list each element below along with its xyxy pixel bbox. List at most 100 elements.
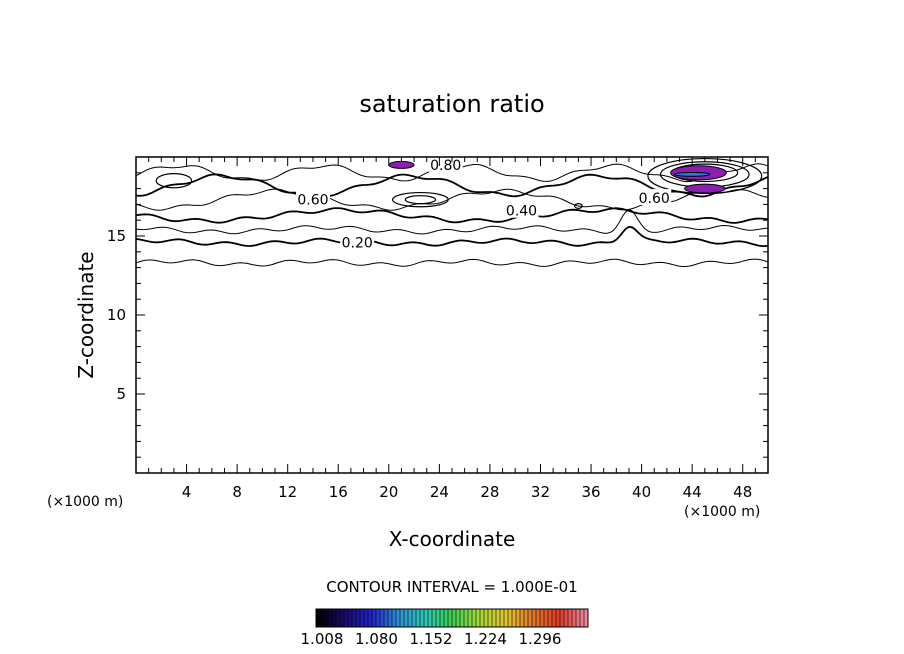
colorbar-strip [320, 609, 324, 627]
contour-line [135, 225, 769, 248]
colorbar-strip [444, 609, 448, 627]
colorbar-strip [576, 609, 580, 627]
x-tick-label: 24 [430, 483, 449, 501]
colorbar-strip [344, 609, 348, 627]
x-axis-ticks: 4 8 12 16 20 24 28 32 36 40 44 48 [148, 157, 756, 501]
colorbar-strip [340, 609, 344, 627]
colorbar-strip [456, 609, 460, 627]
shaded-regions [388, 160, 727, 194]
contour-label-bg [637, 189, 672, 206]
contour-labels: 0.20 0.40 0.60 0.60 0.80 [295, 155, 672, 251]
y-tick-label: 5 [116, 385, 126, 403]
colorbar-strip [356, 609, 360, 627]
colorbar-strip [524, 609, 528, 627]
y-axis-ticks: 5 10 15 [107, 172, 768, 458]
colorbar-strip [536, 609, 540, 627]
contour-label: 0.60 [639, 191, 670, 207]
colorbar-strip [504, 609, 508, 627]
colorbar-strip [412, 609, 416, 627]
colorbar-strip [408, 609, 412, 627]
colorbar-frame [315, 608, 589, 628]
colorbar-strip [532, 609, 536, 627]
colorbar-strip [400, 609, 404, 627]
colorbar-strip [484, 609, 488, 627]
colorbar-strip [564, 609, 568, 627]
x-tick-label: 8 [232, 483, 242, 501]
plot-frame [135, 156, 769, 474]
contour-line [135, 258, 769, 267]
x-tick-label: 40 [632, 483, 651, 501]
contour-label: 0.40 [506, 204, 537, 220]
colorbar [315, 608, 589, 628]
colorbar-strip [552, 609, 556, 627]
colorbar-strip [396, 609, 400, 627]
colorbar-strip [416, 609, 420, 627]
x-tick-label: 12 [278, 483, 297, 501]
colorbar-strip [464, 609, 468, 627]
colorbar-strip [372, 609, 376, 627]
colorbar-strip [324, 609, 328, 627]
contour-loop [574, 203, 583, 209]
colorbar-strip [448, 609, 452, 627]
y-tick-label: 15 [107, 227, 126, 245]
colorbar-strip [368, 609, 372, 627]
shaded-region [388, 160, 415, 169]
colorbar-strip [432, 609, 436, 627]
colorbar-strip [460, 609, 464, 627]
colorbar-label: 1.152 [410, 630, 453, 648]
colorbar-strip [488, 609, 492, 627]
colorbar-strip [480, 609, 484, 627]
colorbar-strip [440, 609, 444, 627]
colorbar-strip [472, 609, 476, 627]
colorbar-strip [392, 609, 396, 627]
colorbar-strip [404, 609, 408, 627]
colorbar-strip [568, 609, 572, 627]
contour-label: 0.20 [342, 235, 373, 251]
contour-label-bg [428, 155, 463, 172]
colorbar-strip [436, 609, 440, 627]
colorbar-strip [580, 609, 584, 627]
x-tick-label: 44 [683, 483, 702, 501]
colorbar-strip [336, 609, 340, 627]
colorbar-strip [364, 609, 368, 627]
contour-loop [391, 191, 449, 208]
colorbar-strip [332, 609, 336, 627]
x-tick-label: 16 [329, 483, 348, 501]
colorbar-strip [500, 609, 504, 627]
colorbar-strip [424, 609, 428, 627]
chart-title: saturation ratio [359, 90, 544, 118]
colorbar-strip [548, 609, 552, 627]
x-axis-unit-left: (×1000 m) [47, 494, 123, 510]
colorbar-strip [380, 609, 384, 627]
colorbar-strip [556, 609, 560, 627]
contour-label-bg [295, 190, 330, 207]
colorbar-label: 1.224 [464, 630, 507, 648]
colorbar-strip [352, 609, 356, 627]
colorbar-label: 1.296 [519, 630, 562, 648]
contour-label: 0.80 [430, 158, 461, 174]
x-tick-label: 28 [480, 483, 499, 501]
contour-label-bg [504, 201, 539, 218]
colorbar-strip [468, 609, 472, 627]
colorbar-strip [476, 609, 480, 627]
contour-interval-text: CONTOUR INTERVAL = 1.000E-01 [326, 578, 577, 596]
colorbar-strip [544, 609, 548, 627]
x-tick-label: 4 [182, 483, 192, 501]
contour-label-bg [340, 233, 375, 250]
colorbar-strip [492, 609, 496, 627]
colorbar-strip [360, 609, 364, 627]
shaded-region [684, 183, 726, 194]
colorbar-strip [508, 609, 512, 627]
x-tick-label: 48 [733, 483, 752, 501]
colorbar-strip [572, 609, 576, 627]
colorbar-strip [528, 609, 532, 627]
colorbar-strip [420, 609, 424, 627]
colorbar-strip [348, 609, 352, 627]
colorbar-strip [452, 609, 456, 627]
contour-line [135, 209, 769, 235]
colorbar-strip [376, 609, 380, 627]
contour-line [135, 207, 769, 224]
x-axis-label: X-coordinate [389, 527, 516, 551]
colorbar-label: 1.080 [355, 630, 398, 648]
